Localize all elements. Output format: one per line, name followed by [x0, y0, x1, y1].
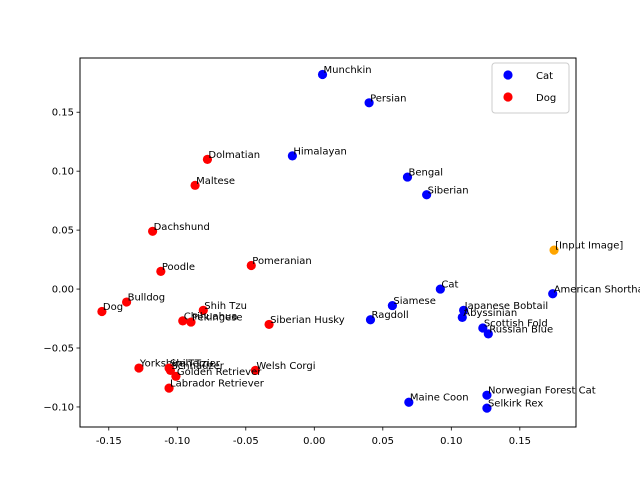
y-tick-label: 0.10: [52, 167, 74, 178]
point-label: Labrador Retriever: [170, 379, 265, 390]
x-tick-label: 0.10: [440, 436, 462, 447]
point-label: Yorkshire Terrier: [139, 359, 221, 370]
point-label: Bulldog: [128, 293, 166, 304]
data-point: [250, 365, 260, 376]
data-point: [404, 397, 414, 407]
data-point: [482, 390, 492, 400]
legend-marker: [503, 92, 513, 102]
point-label: Chihuahua: [184, 311, 238, 322]
data-point: [198, 305, 208, 315]
legend-label: Dog: [536, 93, 556, 104]
data-point: [164, 383, 174, 393]
point-label: Dachshund: [154, 222, 210, 233]
y-tick-label: −0.10: [43, 402, 74, 413]
data-point: [457, 312, 467, 322]
x-tick-label: -0.05: [233, 436, 259, 447]
data-point: [148, 226, 158, 236]
x-tick-label: -0.15: [96, 436, 122, 447]
legend-label: Cat: [536, 71, 553, 82]
point-label: Siberian Husky: [270, 315, 345, 326]
point-label: [Input Image]: [555, 241, 623, 252]
data-point: [178, 316, 188, 326]
y-tick-label: 0.05: [52, 226, 74, 237]
point-label: Abyssinian: [463, 308, 517, 319]
data-point: [165, 365, 176, 376]
data-point: [482, 403, 492, 413]
data-point: [483, 329, 493, 339]
point-label: Maltese: [196, 176, 235, 187]
point-label: Japanese Bobtail: [464, 301, 549, 312]
x-tick-label: 0.00: [303, 436, 325, 447]
data-point: [202, 154, 213, 164]
data-point: [422, 190, 432, 200]
point-label: Persian: [370, 93, 406, 104]
point-label: American Shorthair: [554, 284, 640, 295]
data-point: [387, 300, 397, 311]
point-label: Himalayan: [293, 146, 346, 157]
data-point: [121, 297, 132, 307]
data-point: [246, 260, 256, 271]
point-label: Russian Blue: [489, 324, 553, 335]
data-point: [478, 323, 488, 333]
point-label: Dolmatian: [208, 150, 260, 161]
point-label: Ragdoll: [371, 310, 408, 321]
data-point: [264, 319, 274, 330]
data-point: [317, 69, 328, 80]
point-label: Schnauzer: [171, 361, 224, 372]
point-label: Dog: [103, 302, 123, 313]
y-tick-label: −0.05: [43, 344, 74, 355]
point-label: Selkirk Rex: [488, 399, 543, 410]
x-tick-label: 0.15: [509, 436, 531, 447]
data-point: [97, 306, 107, 317]
data-point: [171, 371, 181, 381]
point-label: Cat: [441, 280, 458, 291]
point-label: Scottish Fold: [484, 318, 548, 329]
point-label: Bengal: [408, 168, 443, 179]
data-point: [186, 317, 196, 327]
data-point: [435, 284, 445, 294]
x-tick-label: 0.05: [372, 436, 394, 447]
point-label: Siamese: [393, 296, 436, 307]
point-label: Pomeranian: [252, 256, 312, 267]
axes-frame: [79, 57, 577, 428]
point-label: Siberian: [428, 185, 469, 196]
point-label: Pekingese: [192, 313, 243, 324]
data-point: [156, 266, 166, 276]
data-point: [548, 289, 558, 299]
data-point: [134, 363, 144, 373]
point-label: Golden Retriever: [177, 367, 262, 378]
data-point: [459, 305, 469, 315]
point-label: Poodle: [162, 262, 195, 273]
y-tick-label: 0.00: [52, 285, 74, 296]
point-label: Shih Tzu: [204, 301, 247, 312]
legend-box: [491, 62, 570, 114]
point-label: Maine Coon: [410, 393, 469, 404]
x-tick-label: -0.10: [164, 436, 190, 447]
point-label: Munchkin: [324, 65, 372, 76]
point-label: Welsh Corgi: [256, 361, 315, 372]
data-point: [190, 180, 200, 190]
data-point: [287, 151, 297, 161]
data-point: [549, 245, 559, 255]
data-point: [365, 315, 376, 325]
y-tick-label: 0.15: [52, 108, 74, 119]
legend-marker: [503, 70, 513, 80]
point-label: Shih Tzu: [170, 359, 213, 370]
plot-area: [80, 58, 576, 427]
legend: Cat Dog: [491, 62, 570, 114]
point-label: Norwegian Forest Cat: [488, 386, 596, 397]
data-point: [364, 98, 374, 108]
data-point: [402, 172, 413, 182]
